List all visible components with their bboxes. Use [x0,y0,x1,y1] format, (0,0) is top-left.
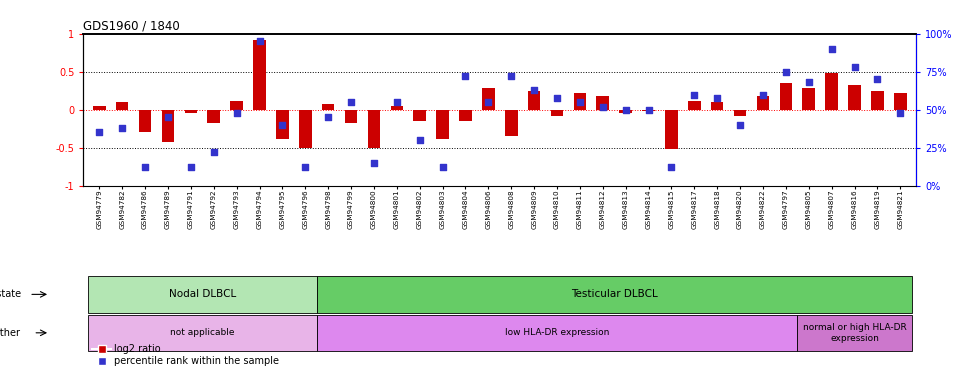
Bar [317,315,798,351]
Bar [710,102,723,110]
Bar [849,86,860,109]
Bar [253,40,266,110]
Bar [321,104,334,110]
Bar [798,315,911,351]
Bar [436,110,449,138]
Point [274,122,290,128]
Text: other: other [0,328,21,338]
Point [686,92,702,98]
Point [320,114,336,120]
Bar [317,276,911,313]
Bar [619,110,632,114]
Point [641,106,657,112]
Text: normal or high HLA-DR
expression: normal or high HLA-DR expression [803,323,907,342]
Text: GDS1960 / 1840: GDS1960 / 1840 [83,20,180,33]
Bar [88,276,317,313]
Bar [803,88,815,110]
Point [115,125,130,131]
Bar [528,91,540,110]
Point [617,106,633,112]
Point [160,114,175,120]
Bar [894,93,906,110]
Point [595,104,611,110]
Bar [208,110,220,123]
Bar [230,100,243,109]
Point [893,110,908,116]
Bar [757,96,769,109]
Text: disease state: disease state [0,290,21,299]
Point [206,149,221,155]
Bar [597,96,610,109]
Bar [642,110,655,111]
Bar [93,106,106,109]
Text: Testicular DLBCL: Testicular DLBCL [570,290,658,299]
Bar [162,110,174,142]
Point [91,129,107,135]
Bar [688,100,701,109]
Bar [116,102,128,110]
Point [526,87,542,93]
Bar [276,110,289,138]
Text: low HLA-DR expression: low HLA-DR expression [505,328,610,338]
Bar [505,110,517,136]
Point [183,164,199,170]
Point [847,64,862,70]
Point [869,76,885,82]
Bar [573,93,586,110]
Point [228,110,244,116]
Point [480,99,496,105]
Point [756,92,771,98]
Point [435,164,451,170]
Bar [299,110,312,148]
Bar [665,110,678,149]
Point [389,99,405,105]
Point [343,99,359,105]
Point [663,164,679,170]
Bar [779,83,792,110]
Text: not applicable: not applicable [171,328,234,338]
Bar [871,91,884,110]
Point [801,80,816,86]
Point [367,160,382,166]
Text: Nodal DLBCL: Nodal DLBCL [169,290,236,299]
Bar [184,110,197,114]
Bar [88,315,317,351]
Bar [414,110,426,121]
Point [549,94,564,100]
Bar [734,110,747,116]
Point [710,94,725,100]
Bar [825,73,838,110]
Point [137,164,153,170]
Point [732,122,748,128]
Bar [390,106,403,109]
Bar [139,110,151,132]
Point [412,137,427,143]
Bar [482,88,495,110]
Point [824,46,840,52]
Bar [460,110,471,121]
Bar [551,110,564,116]
Point [778,69,794,75]
Bar [368,110,380,148]
Bar [345,110,358,123]
Point [252,38,268,44]
Point [458,73,473,79]
Point [504,73,519,79]
Point [572,99,588,105]
Legend: log2 ratio, percentile rank within the sample: log2 ratio, percentile rank within the s… [88,340,283,370]
Point [298,164,314,170]
